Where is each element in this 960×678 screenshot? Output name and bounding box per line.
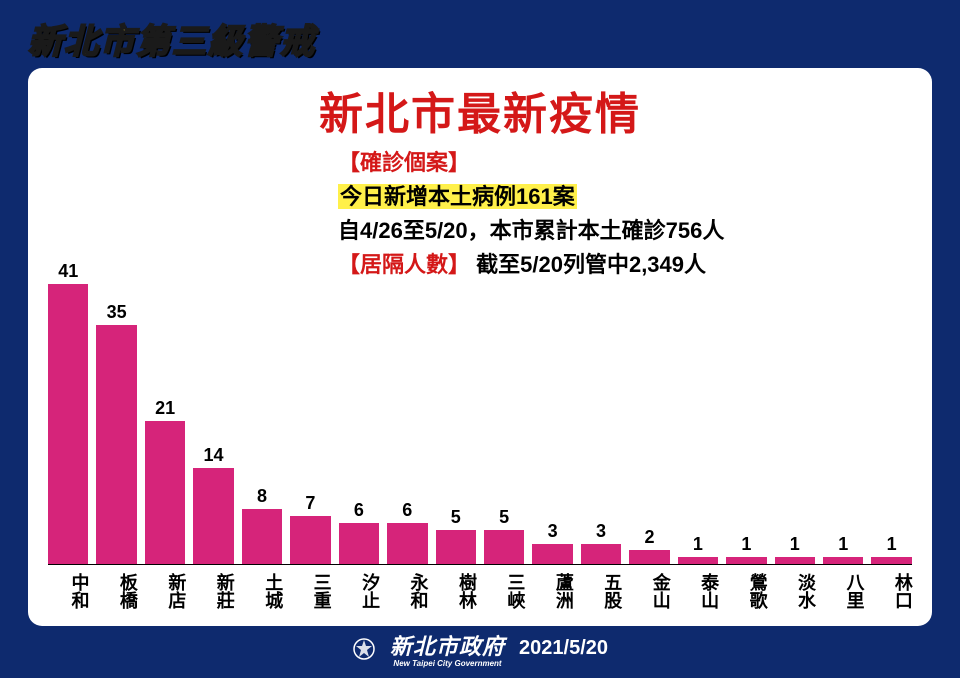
footer-org-name: 新北市政府 [390,634,505,659]
confirmed-cases-label: 【確診個案】 [338,146,908,180]
x-axis-label: 汐止 [339,565,379,612]
bar-value-label: 14 [204,445,224,466]
bar-col: 21 [145,398,185,564]
x-axis-label: 八里 [823,565,863,612]
x-axis-label: 永和 [387,565,427,612]
bar-col: 1 [678,534,718,564]
bar-col: 5 [436,507,476,564]
bar-col: 6 [339,500,379,564]
bar-rect [339,523,379,564]
bar-value-label: 1 [838,534,848,555]
x-axis-label: 土城 [242,565,282,612]
district-bar-chart: 4135211487665533211111 中和板橋新店新莊土城三重汐止永和樹… [48,182,912,612]
bar-rect [48,284,88,564]
x-axis: 中和板橋新店新莊土城三重汐止永和樹林三峽蘆洲五股金山泰山鶯歌淡水八里林口 [48,564,912,612]
bar-col: 5 [484,507,524,564]
main-panel: 新北市最新疫情 【確診個案】 今日新增本土病例161案 自4/26至5/20，本… [28,68,932,626]
footer-org-block: 新北市政府 New Taipei City Government [390,629,505,668]
bar-value-label: 35 [107,302,127,323]
footer-date: 2021/5/20 [519,637,608,660]
bar-rect [532,544,572,564]
bar-col: 41 [48,261,88,564]
bar-col: 3 [532,521,572,564]
bar-rect [484,530,524,564]
bar-rect [629,550,669,564]
bar-col: 1 [775,534,815,564]
footer-org-sub: New Taipei City Government [390,659,505,668]
bar-rect [290,516,330,564]
bar-rect [871,557,911,564]
x-axis-label: 淡水 [775,565,815,612]
bar-value-label: 5 [499,507,509,528]
bars-container: 4135211487665533211111 [48,182,912,564]
panel-title: 新北市最新疫情 [48,78,912,142]
bar-col: 1 [726,534,766,564]
bar-rect [193,468,233,564]
city-logo-icon [352,637,376,661]
x-axis-label: 三重 [290,565,330,612]
bar-rect [387,523,427,564]
bar-value-label: 1 [887,534,897,555]
bar-col: 7 [290,493,330,564]
bar-rect [726,557,766,564]
x-axis-label: 中和 [48,565,88,612]
bar-value-label: 6 [402,500,412,521]
bar-value-label: 6 [354,500,364,521]
footer: 新北市政府 New Taipei City Government 2021/5/… [0,629,960,668]
bar-rect [242,509,282,564]
bar-value-label: 2 [644,527,654,548]
x-axis-label: 金山 [629,565,669,612]
bar-value-label: 7 [305,493,315,514]
x-axis-label: 五股 [581,565,621,612]
x-axis-label: 板橋 [96,565,136,612]
page-root: 新北市第三級警戒 新北市最新疫情 【確診個案】 今日新增本土病例161案 自4/… [0,0,960,678]
bar-col: 2 [629,527,669,564]
bar-value-label: 1 [790,534,800,555]
bar-value-label: 1 [741,534,751,555]
bar-col: 1 [823,534,863,564]
bar-rect [581,544,621,564]
x-axis-label: 泰山 [678,565,718,612]
x-axis-label: 三峽 [484,565,524,612]
bar-value-label: 5 [451,507,461,528]
bar-value-label: 41 [58,261,78,282]
alert-level-heading: 新北市第三級警戒 [28,14,316,63]
bar-col: 6 [387,500,427,564]
bar-rect [823,557,863,564]
bar-col: 3 [581,521,621,564]
bar-value-label: 8 [257,486,267,507]
bar-rect [436,530,476,564]
bar-rect [145,421,185,564]
x-axis-label: 新店 [145,565,185,612]
x-axis-label: 蘆洲 [532,565,572,612]
bar-rect [96,325,136,564]
bar-value-label: 3 [596,521,606,542]
bar-col: 8 [242,486,282,564]
x-axis-label: 樹林 [436,565,476,612]
bar-rect [678,557,718,564]
bar-col: 35 [96,302,136,564]
bar-value-label: 1 [693,534,703,555]
bar-col: 14 [193,445,233,564]
bar-value-label: 3 [548,521,558,542]
bar-value-label: 21 [155,398,175,419]
x-axis-label: 林口 [871,565,911,612]
bar-rect [775,557,815,564]
x-axis-label: 鶯歌 [726,565,766,612]
x-axis-label: 新莊 [193,565,233,612]
bar-col: 1 [871,534,911,564]
